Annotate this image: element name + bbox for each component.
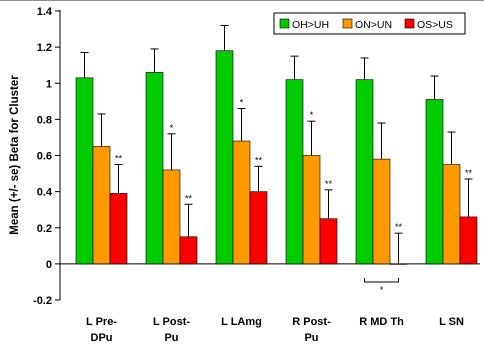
y-tick-label: 1.2: [37, 42, 52, 54]
bar: [179, 236, 198, 265]
y-tick-label: 0.2: [37, 223, 52, 235]
significance-marker: **: [115, 154, 123, 164]
legend-swatch: [279, 18, 290, 29]
bar: [302, 155, 321, 265]
significance-marker: **: [185, 193, 193, 203]
y-tick-label: -0.2: [33, 295, 52, 307]
y-tick-label: 0.8: [37, 114, 52, 126]
bar: [145, 72, 164, 265]
bar: [249, 191, 268, 265]
category-label: Pu: [164, 332, 178, 344]
bar: [372, 158, 391, 265]
y-tick-label: 1: [46, 78, 52, 90]
legend-swatch: [342, 18, 353, 29]
category-labels: L Pre- DPu L Post- Pu L LAmg R Post- Pu R MD Th…: [86, 316, 464, 344]
bar: [425, 99, 444, 265]
legend-swatch: [404, 18, 415, 29]
bar: [75, 77, 94, 265]
bar: [285, 79, 304, 265]
bar: [319, 218, 338, 265]
significance-bracket: [364, 277, 399, 283]
significance-marker: **: [255, 155, 263, 165]
significance-marker: **: [395, 222, 403, 232]
legend-label: OH>UH: [292, 19, 329, 31]
bar: [162, 169, 181, 265]
bar: [459, 216, 478, 265]
category-label: L Pre-: [86, 316, 117, 328]
bar: [109, 193, 128, 265]
y-axis-label: Mean (+/- se) Beta for Cluster: [9, 75, 21, 235]
category-label: R MD Th: [359, 316, 404, 328]
bar: [92, 146, 111, 265]
category-label: DPu: [91, 332, 113, 344]
legend: OH>UH ON>UN OS>US: [273, 12, 466, 35]
y-tick-label: 0.6: [37, 151, 52, 163]
significance-marker: **: [465, 168, 473, 178]
y-ticks: -0.2 0 0.2 0.4 0.6 0.8 1 1.2 1.4: [33, 6, 480, 307]
category-label: L Post-: [153, 316, 190, 328]
legend-box: [273, 12, 466, 35]
bar: [389, 263, 408, 265]
bar: [215, 50, 234, 265]
significance-marker: *: [170, 123, 174, 133]
y-tick-label: 0: [46, 259, 52, 271]
significance-marker: *: [310, 110, 314, 120]
bar: [232, 140, 251, 265]
legend-label: ON>UN: [355, 19, 392, 31]
bar-series: ****************: [75, 24, 478, 295]
y-tick-label: 1.4: [37, 6, 53, 18]
significance-marker: *: [240, 98, 244, 108]
significance-marker: **: [325, 179, 333, 189]
bracket-significance-marker: *: [380, 285, 384, 295]
category-label: Pu: [304, 332, 318, 344]
y-tick-label: 0.4: [37, 187, 53, 199]
category-label: L SN: [439, 316, 464, 328]
bar: [355, 79, 374, 265]
bar: [442, 164, 461, 265]
category-label: L LAmg: [221, 316, 262, 328]
category-label: R Post-: [292, 316, 331, 328]
legend-label: OS>US: [417, 19, 453, 31]
